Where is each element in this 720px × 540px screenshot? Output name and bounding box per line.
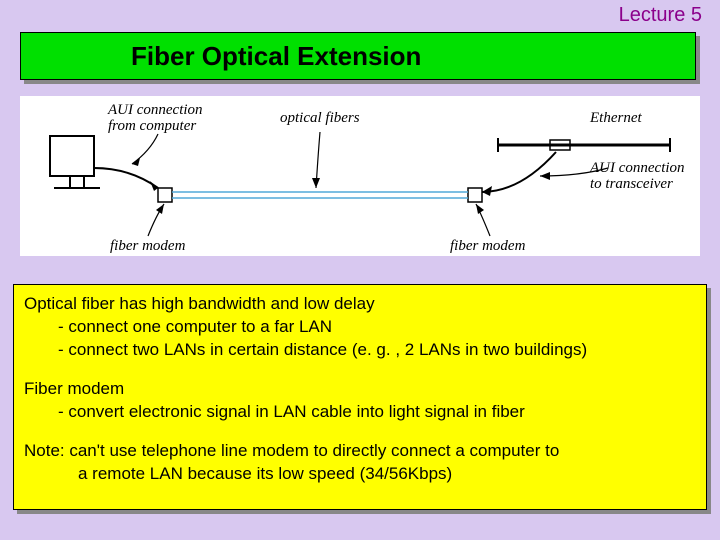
diagram-label-aui-computer2: from computer <box>108 118 196 134</box>
computer-icon <box>50 136 94 176</box>
notes-line: - convert electronic signal in LAN cable… <box>24 401 696 424</box>
diagram-label-aui-trans: AUI connection <box>589 160 685 176</box>
notes-para-3: Note: can't use telephone line modem to … <box>24 440 696 486</box>
notes-para-2: Fiber modem - convert electronic signal … <box>24 378 696 424</box>
notes-line: - connect two LANs in certain distance (… <box>24 339 696 362</box>
title-banner: Fiber Optical Extension <box>20 32 696 80</box>
fiber-modem-left-icon <box>158 188 172 202</box>
aui-cable-left <box>94 168 158 188</box>
fiber-diagram: AUI connection from computer optical fib… <box>20 96 700 256</box>
page-title: Fiber Optical Extension <box>131 41 421 72</box>
notes-para-1: Optical fiber has high bandwidth and low… <box>24 293 696 362</box>
diagram-label-fiber-modem-left: fiber modem <box>110 238 186 254</box>
aui-cable-right <box>482 152 556 192</box>
diagram-label-fiber-modem-right: fiber modem <box>450 238 526 254</box>
diagram-label-optical-fibers: optical fibers <box>280 110 360 126</box>
diagram-label-ethernet: Ethernet <box>589 110 642 126</box>
notes-line: - connect one computer to a far LAN <box>24 316 696 339</box>
notes-line: Note: can't use telephone line modem to … <box>24 441 559 460</box>
notes-line: a remote LAN because its low speed (34/5… <box>24 463 696 486</box>
fiber-modem-right-icon <box>468 188 482 202</box>
diagram-label-aui-trans2: to transceiver <box>590 176 673 192</box>
diagram-label-aui-computer: AUI connection <box>107 102 203 118</box>
lecture-label: Lecture 5 <box>619 4 702 27</box>
notes-box: Optical fiber has high bandwidth and low… <box>13 284 707 510</box>
notes-line: Fiber modem <box>24 379 124 398</box>
notes-line: Optical fiber has high bandwidth and low… <box>24 294 375 313</box>
